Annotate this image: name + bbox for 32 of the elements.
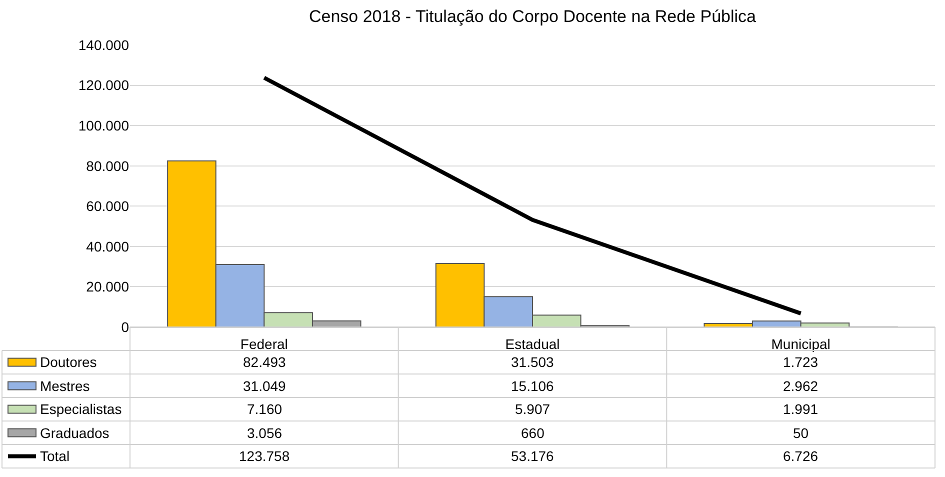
data-label: 5.907 (515, 401, 550, 417)
data-label: 50 (793, 425, 809, 441)
y-tick-label: 120.000 (78, 77, 130, 94)
y-tick-label: 140.000 (78, 36, 130, 53)
x-tick-label: Municipal (771, 336, 830, 352)
data-label: 53.176 (511, 448, 554, 464)
chart-title: Censo 2018 - Titulação do Corpo Docente na Rede Pública (308, 6, 757, 26)
legend-label: Total (40, 448, 70, 464)
legend-label: Graduados (40, 425, 110, 441)
y-tick-label: 60.000 (86, 198, 130, 214)
data-label: 660 (521, 425, 545, 441)
legend-label: Especialistas (40, 401, 122, 417)
data-label: 7.160 (247, 401, 282, 417)
y-tick-label: 80.000 (86, 158, 130, 174)
y-tick-label: 20.000 (86, 278, 130, 295)
data-label: 31.503 (511, 354, 554, 370)
data-label: 31.049 (243, 378, 286, 394)
y-tick-label: 0 (121, 318, 130, 335)
data-label: 82.493 (243, 354, 286, 370)
data-label: 123.758 (239, 448, 290, 464)
data-label: 1.723 (783, 354, 818, 370)
legend-label: Doutores (40, 354, 97, 370)
legend-label: Mestres (40, 378, 90, 394)
x-tick-label: Federal (240, 336, 288, 352)
y-tick-label: 100.000 (78, 117, 130, 134)
data-label: 15.106 (511, 378, 554, 394)
data-label: 6.726 (783, 448, 818, 464)
data-label: 3.056 (247, 425, 282, 441)
x-tick-label: Estadual (505, 336, 560, 352)
data-label: 1.991 (783, 401, 818, 417)
data-label: 2.962 (783, 378, 818, 394)
y-tick-label: 40.000 (86, 238, 130, 254)
